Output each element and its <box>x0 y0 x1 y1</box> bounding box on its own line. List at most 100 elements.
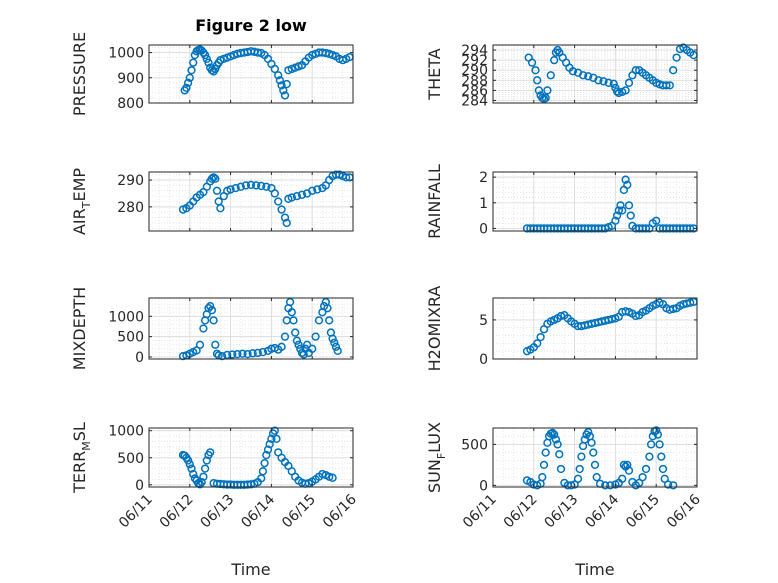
data-point <box>624 466 634 475</box>
y-tick-label: 0 <box>135 478 144 494</box>
data-point <box>277 342 286 351</box>
y-axis-label: MIXDEPTH <box>70 287 89 370</box>
data-point <box>262 450 271 460</box>
y-tick-label: 1000 <box>108 424 144 440</box>
y-axis-label: THETA <box>425 48 444 100</box>
data-point <box>652 216 661 225</box>
data-point <box>314 316 324 325</box>
y-tick-label: 280 <box>117 200 144 216</box>
data-point <box>243 349 252 359</box>
data-point <box>289 316 298 325</box>
data-point <box>646 440 656 449</box>
data-point <box>274 197 283 206</box>
data-point <box>182 83 191 93</box>
data-point <box>686 298 695 307</box>
data-point <box>202 456 211 465</box>
y-tick-label: 500 <box>461 437 488 453</box>
data-point <box>178 352 188 361</box>
data-point <box>548 428 557 438</box>
data-point <box>311 332 320 341</box>
data-point <box>587 438 596 447</box>
data-point <box>270 64 279 74</box>
data-point <box>618 206 627 215</box>
data-point <box>189 58 198 67</box>
data-point <box>272 434 281 443</box>
data-point <box>672 53 681 62</box>
data-point <box>258 467 268 476</box>
y-tick-label: 500 <box>117 330 144 346</box>
data-point <box>663 480 673 489</box>
data-point <box>183 456 193 465</box>
data-point <box>251 181 261 190</box>
data-point <box>330 338 339 347</box>
data-point <box>257 181 266 191</box>
y-tick-label: 0 <box>135 350 144 366</box>
data-point <box>631 311 640 321</box>
x-tick-label: 06/14 <box>582 491 622 531</box>
data-point <box>262 182 271 191</box>
data-point <box>665 81 674 90</box>
x-tick-label: 06/11 <box>460 492 500 532</box>
data-point <box>589 448 598 457</box>
data-point <box>618 474 627 483</box>
data-point <box>578 71 588 80</box>
data-point <box>584 427 593 437</box>
data-point <box>575 464 584 474</box>
y-tick-label: 0 <box>479 352 488 368</box>
data-point <box>199 472 208 481</box>
y-tick-label: 5 <box>479 313 488 329</box>
data-point <box>263 445 273 454</box>
y-tick-label: 1 <box>479 196 488 212</box>
data-point <box>228 350 237 359</box>
data-point <box>302 340 312 349</box>
x-tick-label: 06/13 <box>542 492 582 532</box>
data-point <box>541 93 550 103</box>
x-tick-label: 06/16 <box>664 491 704 531</box>
data-point <box>282 218 291 228</box>
data-point <box>204 58 213 67</box>
data-point <box>233 349 242 359</box>
subplot-rainfall: 0 1 2 RAINFALL <box>425 164 698 239</box>
data-point <box>527 58 537 67</box>
data-point <box>265 440 274 449</box>
y-tick-label: 1000 <box>108 309 144 325</box>
subplot-terr-msl: 0 500 1000 06/11 06/12 06/13 06/14 06/15 06/16 TE… <box>70 422 360 579</box>
data-point <box>543 86 552 95</box>
data-point <box>292 191 302 201</box>
y-axis-label: AIRTEMP <box>70 168 93 235</box>
data-point <box>568 67 578 76</box>
data-point <box>626 211 635 220</box>
x-tick-label: 06/13 <box>198 492 238 532</box>
data-point <box>277 81 286 90</box>
data-point <box>206 301 215 311</box>
axes-box <box>492 44 698 104</box>
data-point <box>187 464 196 473</box>
subplot-mixdepth: 0 500 1000 MIXDEPTH <box>70 287 354 370</box>
data-point <box>616 201 625 210</box>
data-point <box>287 193 296 202</box>
y-tick-label: 0 <box>479 221 488 237</box>
x-tick-label: 06/12 <box>157 492 197 532</box>
axes-box <box>492 297 698 360</box>
data-point <box>550 430 559 439</box>
data-point <box>270 189 279 198</box>
data-point <box>631 66 640 75</box>
data-point <box>538 473 547 482</box>
x-tick-label: 06/15 <box>279 492 319 532</box>
data-point <box>280 91 290 100</box>
data-point <box>533 339 542 348</box>
data-point <box>590 460 600 470</box>
plot-area <box>493 172 697 231</box>
y-tick-label: 294 <box>461 43 488 59</box>
data-point <box>282 79 291 89</box>
data-point <box>601 481 610 490</box>
data-point <box>285 297 295 307</box>
data-point <box>246 180 256 190</box>
x-axis-label: Time <box>230 560 270 579</box>
data-point <box>662 81 671 90</box>
data-point <box>541 448 550 457</box>
data-point <box>638 473 647 482</box>
subplot-pressure: 800 900 1000 PRESSURE <box>70 32 354 116</box>
data-point <box>195 340 205 349</box>
